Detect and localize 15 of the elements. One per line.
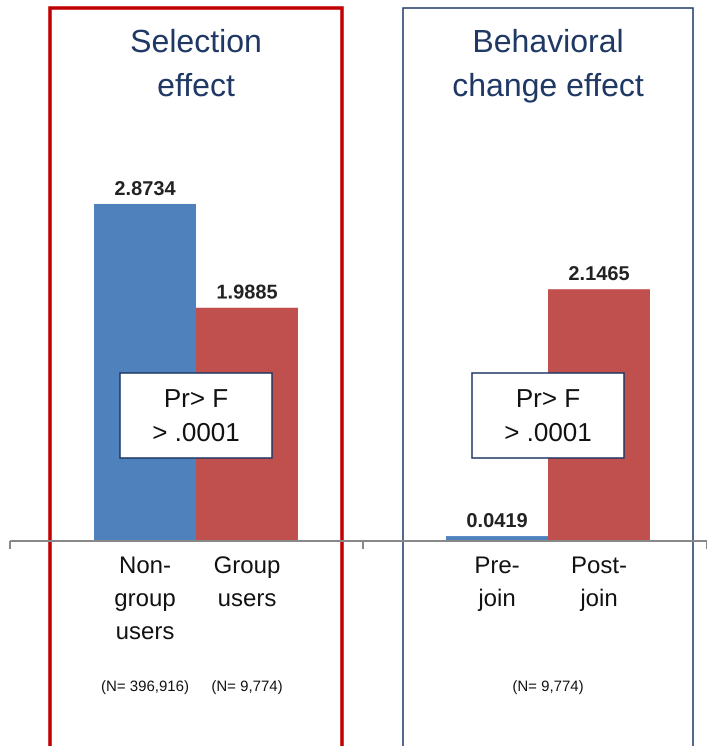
x-tick-label: Pre-join xyxy=(474,552,520,612)
data-label: 0.0419 xyxy=(466,510,528,532)
text: (N= 9,774) xyxy=(211,678,283,695)
text: (N= 9,774) xyxy=(512,678,584,695)
data-label: 2.1465 xyxy=(568,263,630,286)
x-tick-label: Non-group users xyxy=(114,552,176,645)
annotation: Pr> F > .0001 xyxy=(504,383,592,447)
x-tick-label: Post-join xyxy=(570,552,628,612)
data-label: 1.9885 xyxy=(216,282,278,304)
chart-title: Selection effect xyxy=(130,23,262,103)
annotation: Pr> F > .0001 xyxy=(152,383,240,447)
chart-title: Behavioral change effect xyxy=(452,23,644,103)
x-tick-label: Group users xyxy=(214,552,280,612)
data-label: 2.8734 xyxy=(114,178,176,200)
text: (N= 396,916) xyxy=(101,678,189,695)
